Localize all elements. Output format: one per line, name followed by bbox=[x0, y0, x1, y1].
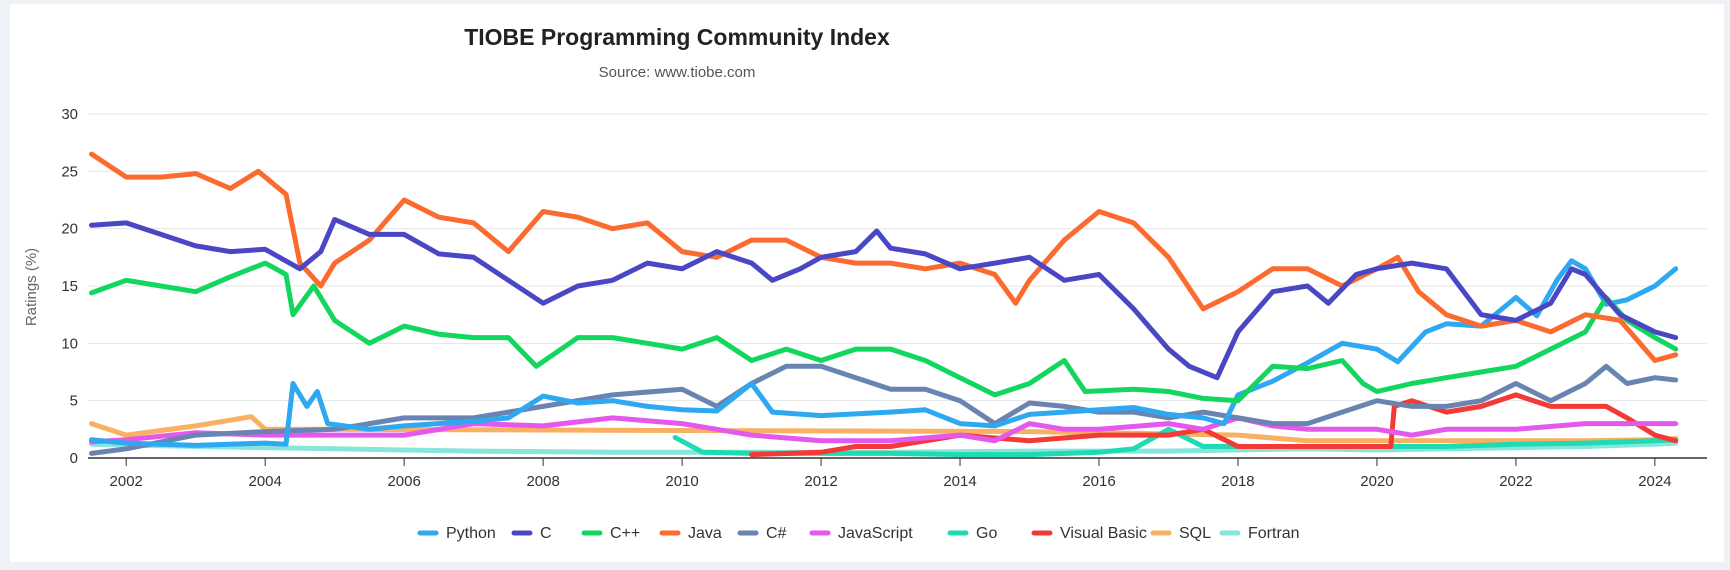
series-line-python bbox=[89, 258, 1679, 448]
y-tick-label: 0 bbox=[70, 450, 78, 467]
chart-subtitle: Source: www.tiobe.com bbox=[599, 64, 756, 81]
x-tick-label: 2008 bbox=[526, 473, 559, 490]
legend-item-sql[interactable]: SQL bbox=[1150, 525, 1211, 542]
legend-item-visual-basic[interactable]: Visual Basic bbox=[1031, 525, 1147, 542]
legend-label: SQL bbox=[1179, 525, 1211, 542]
x-axis-ticks: 2002 2004 2006 2008 2010 2012 2014 2016 2018 2020… bbox=[88, 457, 1707, 490]
legend-label: C# bbox=[766, 525, 787, 542]
legend-item-python[interactable]: Python bbox=[417, 525, 496, 542]
legend-item-c-[interactable]: C++ bbox=[581, 525, 640, 542]
y-tick-label: 10 bbox=[61, 335, 78, 352]
series-line-go bbox=[672, 426, 1679, 458]
chart-frame: TIOBE Programming Community Index Source… bbox=[10, 4, 1724, 562]
series-line-javascript bbox=[89, 415, 1679, 445]
x-tick-label: 2010 bbox=[665, 473, 698, 490]
x-tick-label: 2012 bbox=[804, 473, 837, 490]
y-tick-label: 25 bbox=[61, 163, 78, 180]
legend[interactable]: Python C C++ Java C# JavaScript Go Visual Basic… bbox=[417, 525, 1300, 542]
legend-label: Python bbox=[446, 525, 496, 542]
series-line-c- bbox=[89, 260, 1679, 404]
x-tick-label: 2004 bbox=[248, 473, 281, 490]
legend-item-javascript[interactable]: JavaScript bbox=[809, 525, 913, 542]
legend-item-fortran[interactable]: Fortran bbox=[1219, 525, 1300, 542]
legend-label: Fortran bbox=[1248, 525, 1300, 542]
chart-svg: TIOBE Programming Community Index Source… bbox=[23, 24, 1707, 542]
legend-label: Java bbox=[688, 525, 722, 542]
y-axis-label: Ratings (%) bbox=[23, 248, 40, 326]
x-tick-label: 2024 bbox=[1638, 473, 1671, 490]
legend-item-c-[interactable]: C# bbox=[737, 525, 787, 542]
x-tick-label: 2014 bbox=[943, 473, 976, 490]
x-tick-label: 2018 bbox=[1221, 473, 1254, 490]
x-tick-label: 2002 bbox=[110, 473, 143, 490]
y-axis-ticks: 0 5 10 15 20 25 30 bbox=[61, 106, 78, 467]
series-line-c- bbox=[89, 363, 1679, 456]
legend-label: Go bbox=[976, 525, 997, 542]
legend-item-java[interactable]: Java bbox=[659, 525, 722, 542]
y-tick-label: 5 bbox=[70, 393, 78, 410]
x-tick-label: 2020 bbox=[1360, 473, 1393, 490]
y-tick-label: 20 bbox=[61, 221, 78, 238]
x-tick-label: 2016 bbox=[1082, 473, 1115, 490]
legend-label: Visual Basic bbox=[1060, 525, 1147, 542]
x-tick-label: 2022 bbox=[1499, 473, 1532, 490]
series-line-java bbox=[89, 151, 1679, 363]
chart-title: TIOBE Programming Community Index bbox=[464, 24, 890, 50]
series-line-c bbox=[89, 217, 1679, 381]
legend-label: JavaScript bbox=[838, 525, 913, 542]
legend-label: C++ bbox=[610, 525, 640, 542]
legend-item-c[interactable]: C bbox=[511, 525, 552, 542]
legend-item-go[interactable]: Go bbox=[947, 525, 997, 542]
y-tick-label: 30 bbox=[61, 106, 78, 123]
series-lines bbox=[89, 151, 1679, 458]
legend-label: C bbox=[540, 525, 552, 542]
y-tick-label: 15 bbox=[61, 278, 78, 295]
x-tick-label: 2006 bbox=[387, 473, 420, 490]
gridlines bbox=[88, 113, 1707, 402]
